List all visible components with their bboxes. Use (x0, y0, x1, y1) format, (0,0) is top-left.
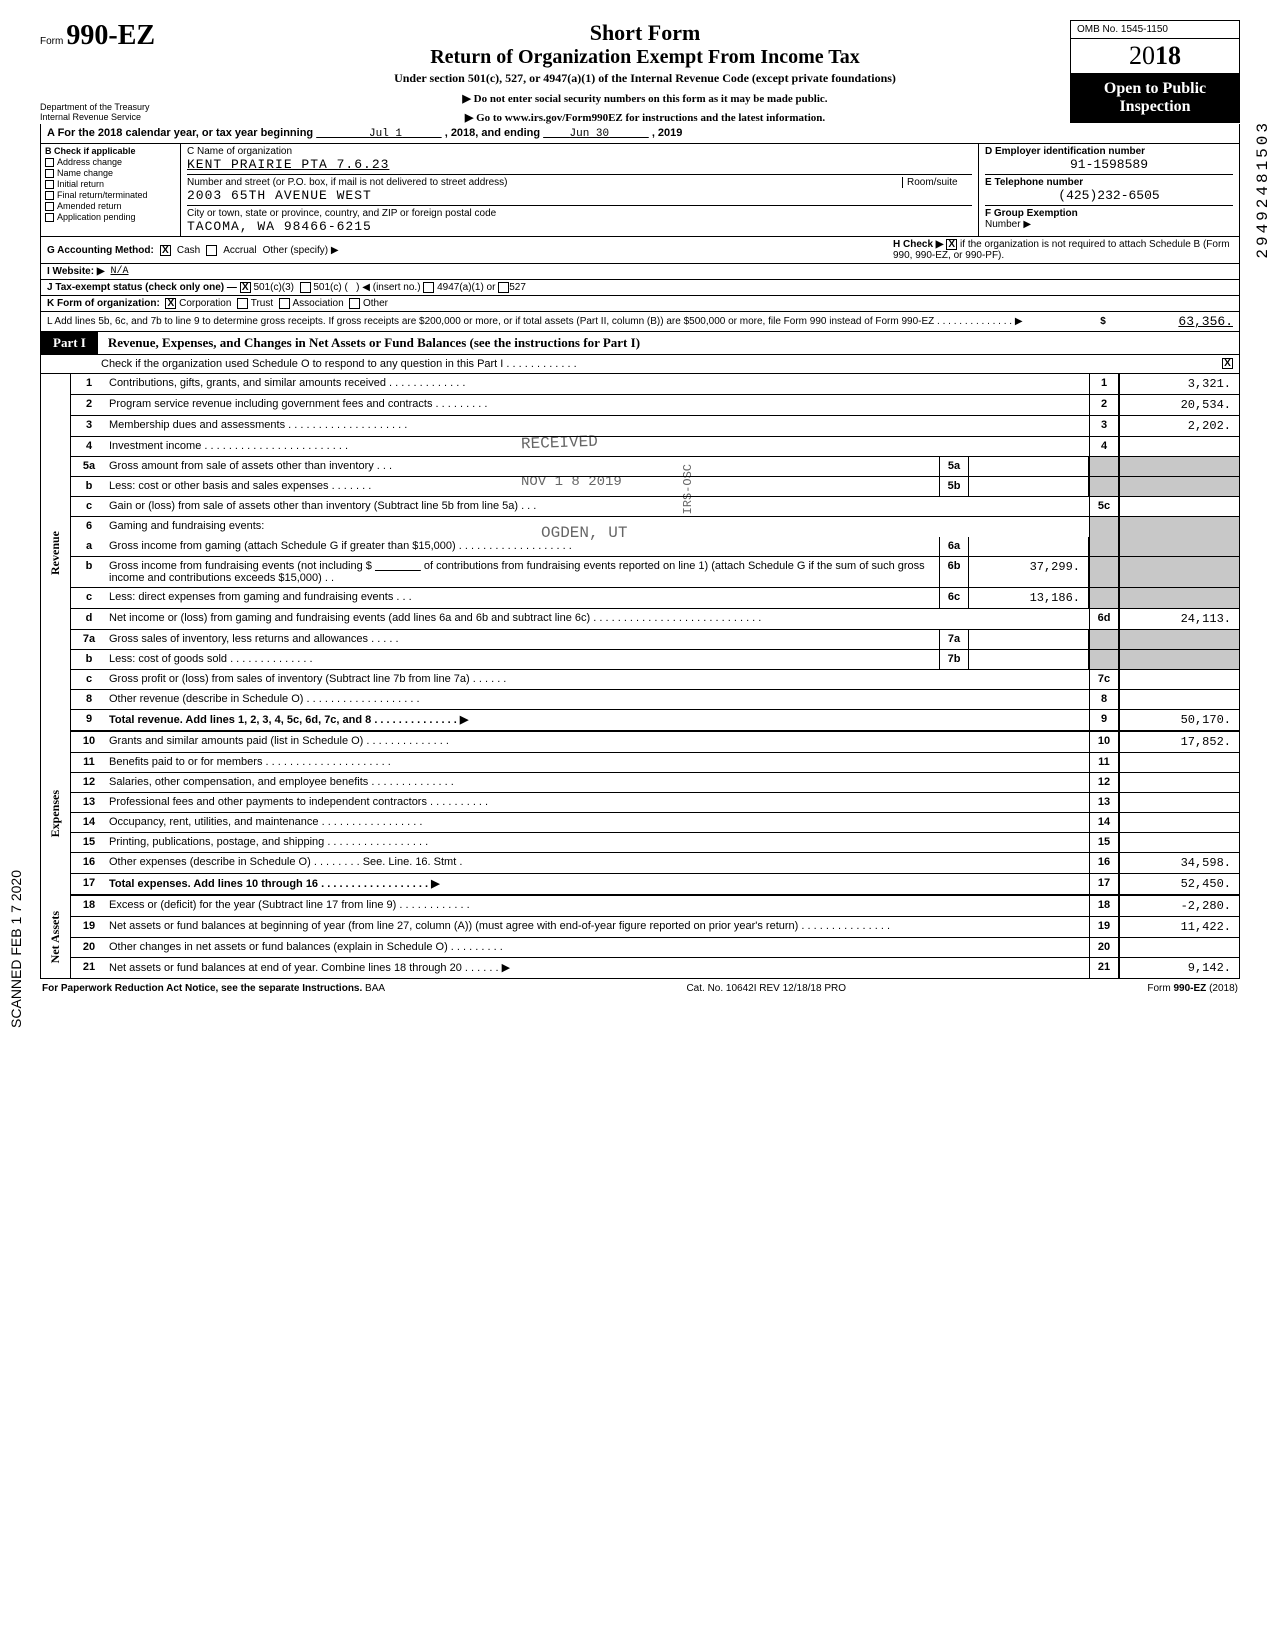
line-5a: 5aGross amount from sale of assets other… (71, 457, 1239, 477)
omb-number: OMB No. 1545-1150 (1071, 21, 1239, 39)
line-17: 17Total expenses. Add lines 10 through 1… (71, 874, 1239, 896)
main-table: RECEIVED NOV 1 8 2019 OGDEN, UT IRS-OSC … (40, 374, 1240, 979)
city-zip: TACOMA, WA 98466-6215 (187, 219, 972, 234)
line-7b: bLess: cost of goods sold . . . . . . . … (71, 650, 1239, 670)
line-7a: 7aGross sales of inventory, less returns… (71, 630, 1239, 650)
tax-year: 20201818 (1071, 39, 1239, 74)
line-6b: bGross income from fundraising events (n… (71, 557, 1239, 588)
expenses-label: Expenses (41, 732, 71, 896)
subtitle: Under section 501(c), 527, or 4947(a)(1)… (220, 71, 1070, 86)
row-g-i: G Accounting Method: XCash Accrual Other… (41, 237, 1239, 264)
return-title: Return of Organization Exempt From Incom… (220, 46, 1070, 69)
dept-treasury: Department of the Treasury (40, 102, 220, 112)
row-l: L Add lines 5b, 6c, and 7b to line 9 to … (41, 312, 1239, 331)
org-name: KENT PRAIRIE PTA 7.6.23 (187, 157, 972, 172)
open-public-badge: Open to Public Inspection (1071, 74, 1239, 122)
line-4: 4Investment income . . . . . . . . . . .… (71, 437, 1239, 457)
line-3: 3Membership dues and assessments . . . .… (71, 416, 1239, 437)
row-k: K Form of organization: X Corporation Tr… (41, 296, 1239, 312)
ogden-stamp: OGDEN, UT (541, 524, 627, 542)
header-grid: A For the 2018 calendar year, or tax yea… (40, 124, 1240, 332)
gross-receipts: 63,356. (1113, 314, 1233, 329)
line-7c: cGross profit or (loss) from sales of in… (71, 670, 1239, 690)
revenue-label: Revenue (41, 374, 71, 732)
line-16: 16Other expenses (describe in Schedule O… (71, 853, 1239, 874)
row-j: J Tax-exempt status (check only one) — X… (41, 280, 1239, 296)
line-10: 10Grants and similar amounts paid (list … (71, 732, 1239, 753)
goto-link: ▶ Go to www.irs.gov/Form990EZ for instru… (220, 111, 1070, 124)
line-5b: bLess: cost or other basis and sales exp… (71, 477, 1239, 497)
ein: 91-1598589 (985, 157, 1233, 172)
form-number: 990-EZ (66, 20, 155, 51)
row-i-website: I Website: ▶ N/A (41, 264, 1239, 280)
line-2: 2Program service revenue including gover… (71, 395, 1239, 416)
received-stamp: RECEIVED (521, 433, 598, 454)
irs-label: Internal Revenue Service (40, 112, 220, 122)
line-6c: cLess: direct expenses from gaming and f… (71, 588, 1239, 609)
part1-check: Check if the organization used Schedule … (40, 355, 1240, 374)
line-a: A For the 2018 calendar year, or tax yea… (41, 124, 1239, 143)
form-header: Form 990-EZ Department of the Treasury I… (40, 20, 1240, 124)
col-c-org: C Name of organization KENT PRAIRIE PTA … (181, 144, 979, 236)
col-d-ein: D Employer identification number 91-1598… (979, 144, 1239, 236)
line-21: 21Net assets or fund balances at end of … (71, 958, 1239, 978)
line-18: 18Excess or (deficit) for the year (Subt… (71, 896, 1239, 917)
line-11: 11Benefits paid to or for members . . . … (71, 753, 1239, 773)
line-8: 8Other revenue (describe in Schedule O) … (71, 690, 1239, 710)
part1-header: Part I Revenue, Expenses, and Changes in… (40, 332, 1240, 355)
title-block: Short Form Return of Organization Exempt… (220, 20, 1070, 124)
line-13: 13Professional fees and other payments t… (71, 793, 1239, 813)
line-5c: cGain or (loss) from sale of assets othe… (71, 497, 1239, 517)
line-9: 9Total revenue. Add lines 1, 2, 3, 4, 5c… (71, 710, 1239, 732)
right-info-block: OMB No. 1545-1150 20201818 Open to Publi… (1070, 20, 1240, 123)
line-12: 12Salaries, other compensation, and empl… (71, 773, 1239, 793)
line-6d: dNet income or (loss) from gaming and fu… (71, 609, 1239, 630)
ssn-warning: ▶ Do not enter social security numbers o… (220, 92, 1070, 105)
form-word: Form (40, 36, 63, 47)
line-15: 15Printing, publications, postage, and s… (71, 833, 1239, 853)
irs-osc-stamp: IRS-OSC (681, 464, 695, 514)
line-1: 1Contributions, gifts, grants, and simil… (71, 374, 1239, 395)
line-6a: aGross income from gaming (attach Schedu… (71, 537, 1239, 557)
phone: (425)232-6505 (985, 188, 1233, 203)
footer: For Paperwork Reduction Act Notice, see … (40, 983, 1240, 994)
nov-stamp: NOV 1 8 2019 (521, 474, 622, 490)
scanned-margin: SCANNED FEB 1 7 2020 (8, 870, 24, 1028)
netassets-label: Net Assets (41, 896, 71, 978)
short-form-title: Short Form (220, 20, 1070, 46)
right-margin-number: 29492481503 (1254, 120, 1272, 259)
line-20: 20Other changes in net assets or fund ba… (71, 938, 1239, 958)
cash-checkbox: X (160, 245, 171, 256)
line-6: 6Gaming and fundraising events: (71, 517, 1239, 537)
street: 2003 65TH AVENUE WEST (187, 188, 972, 203)
line-19: 19Net assets or fund balances at beginni… (71, 917, 1239, 938)
h-check: H Check ▶ X if the organization is not r… (893, 239, 1233, 261)
col-b-checks: B Check if applicable Address change Nam… (41, 144, 181, 236)
line-14: 14Occupancy, rent, utilities, and mainte… (71, 813, 1239, 833)
form-number-block: Form 990-EZ Department of the Treasury I… (40, 20, 220, 122)
